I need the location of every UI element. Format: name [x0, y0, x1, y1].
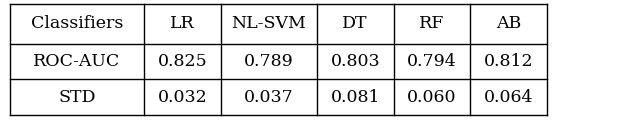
- Text: 0.060: 0.060: [407, 89, 457, 105]
- Text: RF: RF: [419, 15, 445, 32]
- Text: AB: AB: [496, 15, 522, 32]
- Text: LR: LR: [170, 15, 195, 32]
- Text: STD: STD: [58, 89, 95, 105]
- Text: 0.081: 0.081: [330, 89, 380, 105]
- Text: 0.812: 0.812: [484, 53, 534, 70]
- Text: NL-SVM: NL-SVM: [232, 15, 306, 32]
- Text: 0.825: 0.825: [157, 53, 207, 70]
- Text: DT: DT: [342, 15, 368, 32]
- Text: ROC-AUC: ROC-AUC: [33, 53, 120, 70]
- Text: Classifiers: Classifiers: [31, 15, 123, 32]
- Text: 0.789: 0.789: [244, 53, 294, 70]
- Text: 0.064: 0.064: [484, 89, 534, 105]
- Text: 0.794: 0.794: [407, 53, 457, 70]
- Text: 0.037: 0.037: [244, 89, 294, 105]
- Text: 0.032: 0.032: [157, 89, 207, 105]
- Text: 0.803: 0.803: [330, 53, 380, 70]
